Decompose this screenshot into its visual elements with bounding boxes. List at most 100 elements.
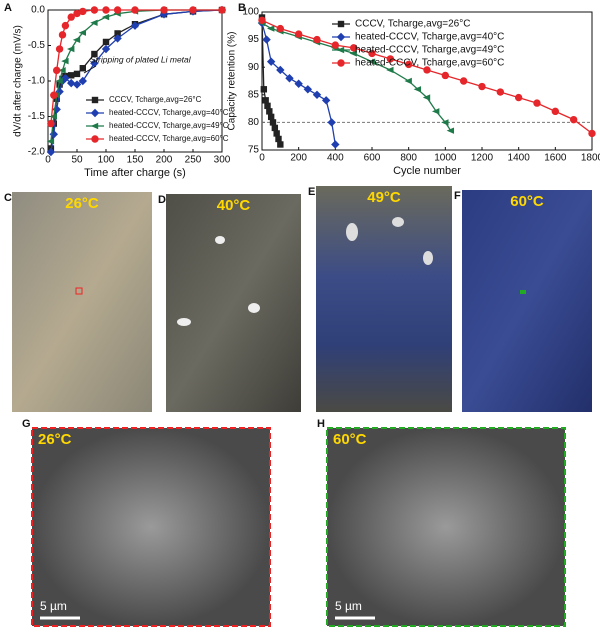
- point: [276, 65, 285, 75]
- x-axis-label: Time after charge (s): [84, 167, 186, 179]
- point: [431, 108, 440, 115]
- point: [56, 81, 63, 88]
- point: [459, 77, 468, 85]
- point: [551, 107, 560, 116]
- point: [367, 58, 376, 65]
- point: [67, 13, 75, 21]
- y-tick-label: 100: [242, 7, 259, 18]
- panel-letter: D: [158, 194, 166, 206]
- x-tick-label: 100: [98, 155, 115, 166]
- panel-letter: A: [4, 2, 12, 14]
- temperature-label: 49°C: [367, 189, 401, 206]
- y-tick-label: 75: [248, 145, 260, 156]
- point: [478, 82, 486, 91]
- point: [73, 9, 81, 18]
- point: [327, 118, 336, 127]
- x-tick-label: 0: [259, 153, 265, 164]
- point: [336, 46, 345, 54]
- point: [277, 141, 284, 148]
- legend-label: heated-CCCV, Tcharge,avg=49°C: [355, 45, 504, 56]
- plot-frame: [47, 9, 223, 153]
- point: [266, 57, 276, 66]
- legend-label: heated-CCCV, Tcharge,avg=40°C: [355, 32, 504, 43]
- point: [91, 135, 99, 143]
- y-tick-label: 80: [248, 117, 260, 128]
- y-tick-label: 90: [248, 62, 260, 73]
- point: [331, 41, 340, 49]
- y-tick-label: 85: [248, 89, 260, 100]
- point: [267, 113, 275, 121]
- y-axis-label: Capacity retention (%): [227, 32, 238, 131]
- point: [47, 119, 55, 128]
- point: [337, 20, 345, 28]
- spot: [392, 217, 404, 227]
- point: [269, 119, 277, 126]
- x-tick-label: 600: [364, 153, 381, 164]
- point: [52, 105, 61, 114]
- spot: [215, 236, 225, 244]
- legend-label: heated-CCCV, Tcharge,avg=40°C: [109, 108, 229, 117]
- point: [423, 66, 431, 74]
- point: [49, 130, 58, 139]
- point: [101, 13, 110, 21]
- panel-letter: F: [454, 190, 461, 202]
- point: [349, 44, 358, 52]
- plot-frame: [261, 11, 593, 151]
- point: [50, 91, 58, 99]
- point: [90, 6, 99, 14]
- point: [58, 67, 66, 74]
- point: [294, 30, 303, 38]
- point: [349, 50, 357, 57]
- point: [404, 77, 412, 85]
- point: [266, 108, 273, 115]
- x-tick-label: 150: [127, 155, 144, 166]
- point: [46, 147, 56, 157]
- x-tick-label: 200: [290, 153, 307, 164]
- spot: [177, 318, 191, 326]
- panel-letter: B: [238, 2, 246, 14]
- panel-letter: H: [317, 418, 325, 430]
- series-line: [50, 9, 223, 153]
- point: [588, 129, 596, 138]
- point: [90, 122, 99, 130]
- point: [441, 71, 450, 80]
- point: [130, 21, 140, 30]
- sem-h: [326, 427, 566, 627]
- x-tick-label: 1200: [471, 153, 494, 164]
- annotation-arrow: [83, 65, 97, 74]
- point: [368, 49, 376, 58]
- point: [331, 140, 340, 149]
- point: [79, 65, 86, 72]
- photo-d: [166, 194, 301, 412]
- x-tick-label: 50: [71, 155, 83, 166]
- marker-box: [75, 287, 83, 295]
- point: [337, 59, 345, 67]
- point: [73, 70, 81, 78]
- point: [336, 32, 346, 42]
- point: [266, 25, 275, 32]
- y-tick-label: -1.0: [28, 76, 46, 87]
- panel-letter: C: [4, 192, 12, 204]
- point: [294, 79, 303, 88]
- point: [61, 21, 70, 30]
- point: [446, 127, 455, 134]
- legend-label: CCCV, Tcharge,avg=26°C: [355, 19, 470, 30]
- x-axis-label: Cycle number: [393, 165, 461, 177]
- point: [404, 60, 413, 69]
- x-tick-label: 1800: [581, 153, 600, 164]
- point: [72, 80, 82, 89]
- y-tick-label: -1.5: [28, 111, 46, 122]
- point: [102, 38, 110, 46]
- y-tick-label: 95: [248, 34, 260, 45]
- temperature-label: 60°C: [333, 431, 367, 448]
- point: [58, 31, 67, 39]
- point: [285, 74, 294, 83]
- point: [61, 57, 69, 65]
- point: [260, 86, 268, 93]
- legend-label: heated-CCCV, Tcharge,avg=49°C: [109, 121, 229, 130]
- point: [569, 115, 578, 124]
- annotation: Stripping of plated Li metal: [90, 54, 192, 64]
- point: [67, 78, 76, 88]
- point: [533, 99, 541, 107]
